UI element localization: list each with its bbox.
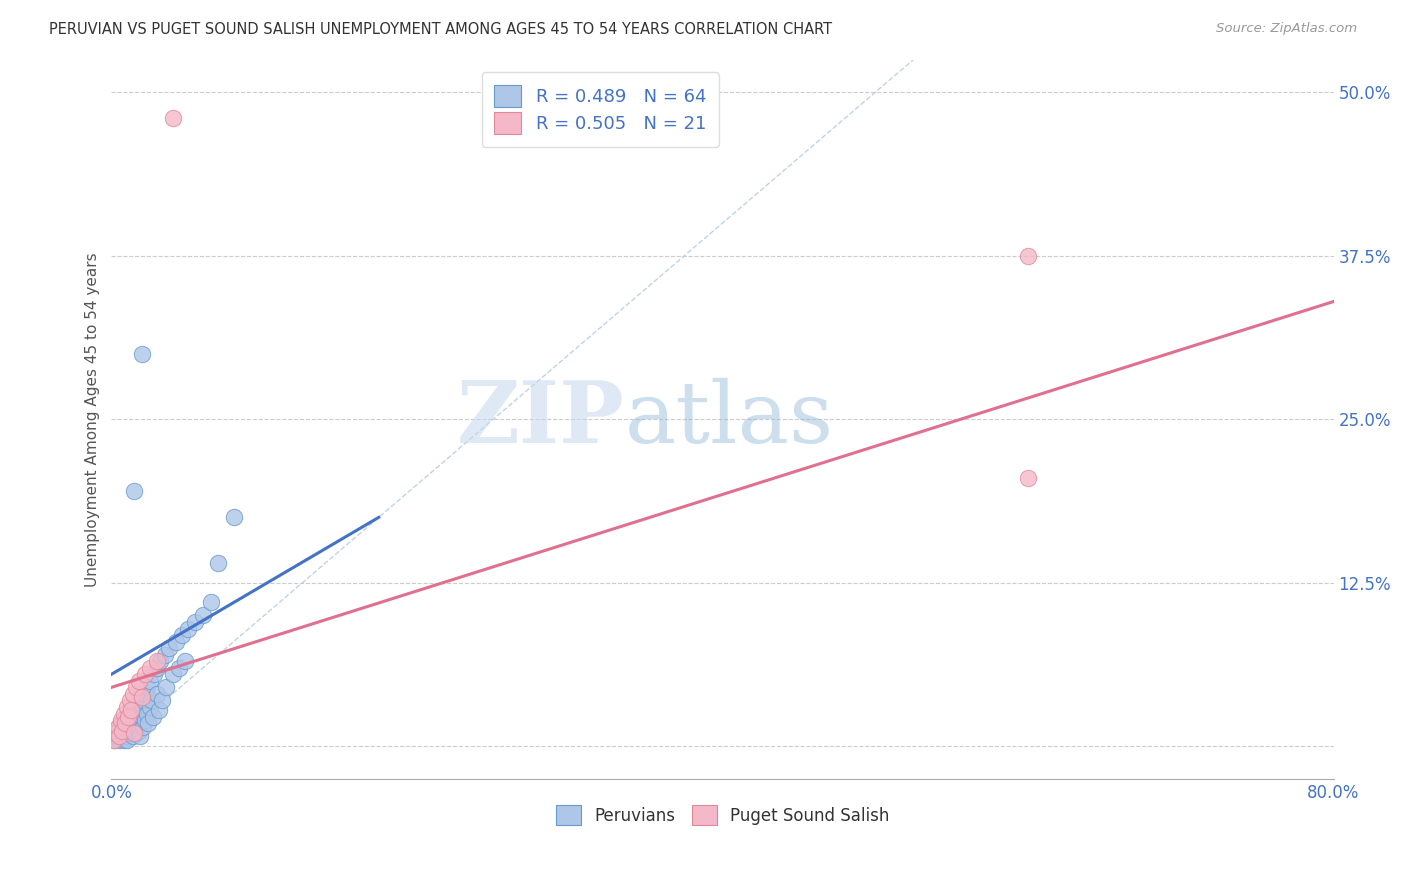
Point — [118, 726, 141, 740]
Point — [143, 667, 166, 681]
Point — [127, 715, 149, 730]
Point — [155, 681, 177, 695]
Point — [132, 693, 155, 707]
Point — [114, 715, 136, 730]
Text: ZIP: ZIP — [457, 377, 624, 461]
Point — [138, 673, 160, 688]
Point — [103, 732, 125, 747]
Point — [148, 703, 170, 717]
Point — [1017, 249, 1039, 263]
Point — [124, 726, 146, 740]
Point — [115, 710, 138, 724]
Point — [118, 706, 141, 721]
Point — [207, 556, 229, 570]
Point — [114, 729, 136, 743]
Point — [222, 510, 245, 524]
Point — [107, 720, 129, 734]
Point — [127, 700, 149, 714]
Point — [104, 726, 127, 740]
Point — [128, 706, 150, 721]
Point — [134, 713, 156, 727]
Point — [149, 654, 172, 668]
Point — [112, 706, 135, 721]
Point — [125, 726, 148, 740]
Point — [131, 347, 153, 361]
Point — [117, 720, 139, 734]
Point — [170, 628, 193, 642]
Point — [121, 729, 143, 743]
Point — [159, 641, 181, 656]
Point — [128, 673, 150, 688]
Point — [103, 732, 125, 747]
Point — [134, 667, 156, 681]
Point — [121, 706, 143, 721]
Point — [108, 720, 131, 734]
Point — [112, 732, 135, 747]
Point — [200, 595, 222, 609]
Point — [138, 700, 160, 714]
Point — [138, 661, 160, 675]
Point — [111, 723, 134, 738]
Point — [177, 622, 200, 636]
Point — [120, 703, 142, 717]
Point — [124, 484, 146, 499]
Legend: Peruvians, Puget Sound Salish: Peruvians, Puget Sound Salish — [546, 795, 900, 835]
Point — [120, 713, 142, 727]
Point — [191, 608, 214, 623]
Point — [153, 648, 176, 662]
Point — [108, 723, 131, 738]
Point — [131, 698, 153, 712]
Point — [117, 710, 139, 724]
Point — [112, 713, 135, 727]
Point — [124, 720, 146, 734]
Point — [167, 661, 190, 675]
Point — [128, 723, 150, 738]
Point — [108, 732, 131, 747]
Point — [146, 654, 169, 668]
Point — [118, 715, 141, 730]
Point — [108, 729, 131, 743]
Point — [104, 726, 127, 740]
Point — [129, 729, 152, 743]
Text: PERUVIAN VS PUGET SOUND SALISH UNEMPLOYMENT AMONG AGES 45 TO 54 YEARS CORRELATIO: PERUVIAN VS PUGET SOUND SALISH UNEMPLOYM… — [49, 22, 832, 37]
Point — [107, 729, 129, 743]
Point — [131, 710, 153, 724]
Point — [111, 726, 134, 740]
Point — [121, 687, 143, 701]
Point — [110, 713, 132, 727]
Point — [120, 723, 142, 738]
Point — [118, 693, 141, 707]
Point — [115, 723, 138, 738]
Point — [173, 654, 195, 668]
Point — [132, 720, 155, 734]
Point — [125, 703, 148, 717]
Point — [135, 681, 157, 695]
Point — [142, 710, 165, 724]
Text: atlas: atlas — [624, 377, 834, 461]
Point — [162, 667, 184, 681]
Point — [136, 715, 159, 730]
Point — [184, 615, 207, 629]
Point — [115, 732, 138, 747]
Point — [150, 693, 173, 707]
Point — [110, 715, 132, 730]
Point — [165, 634, 187, 648]
Point — [124, 710, 146, 724]
Point — [146, 661, 169, 675]
Point — [134, 687, 156, 701]
Point — [1017, 471, 1039, 485]
Text: Source: ZipAtlas.com: Source: ZipAtlas.com — [1216, 22, 1357, 36]
Point — [135, 706, 157, 721]
Point — [146, 687, 169, 701]
Point — [162, 112, 184, 126]
Point — [125, 681, 148, 695]
Point — [115, 700, 138, 714]
Point — [131, 690, 153, 704]
Point — [139, 693, 162, 707]
Y-axis label: Unemployment Among Ages 45 to 54 years: Unemployment Among Ages 45 to 54 years — [86, 252, 100, 587]
